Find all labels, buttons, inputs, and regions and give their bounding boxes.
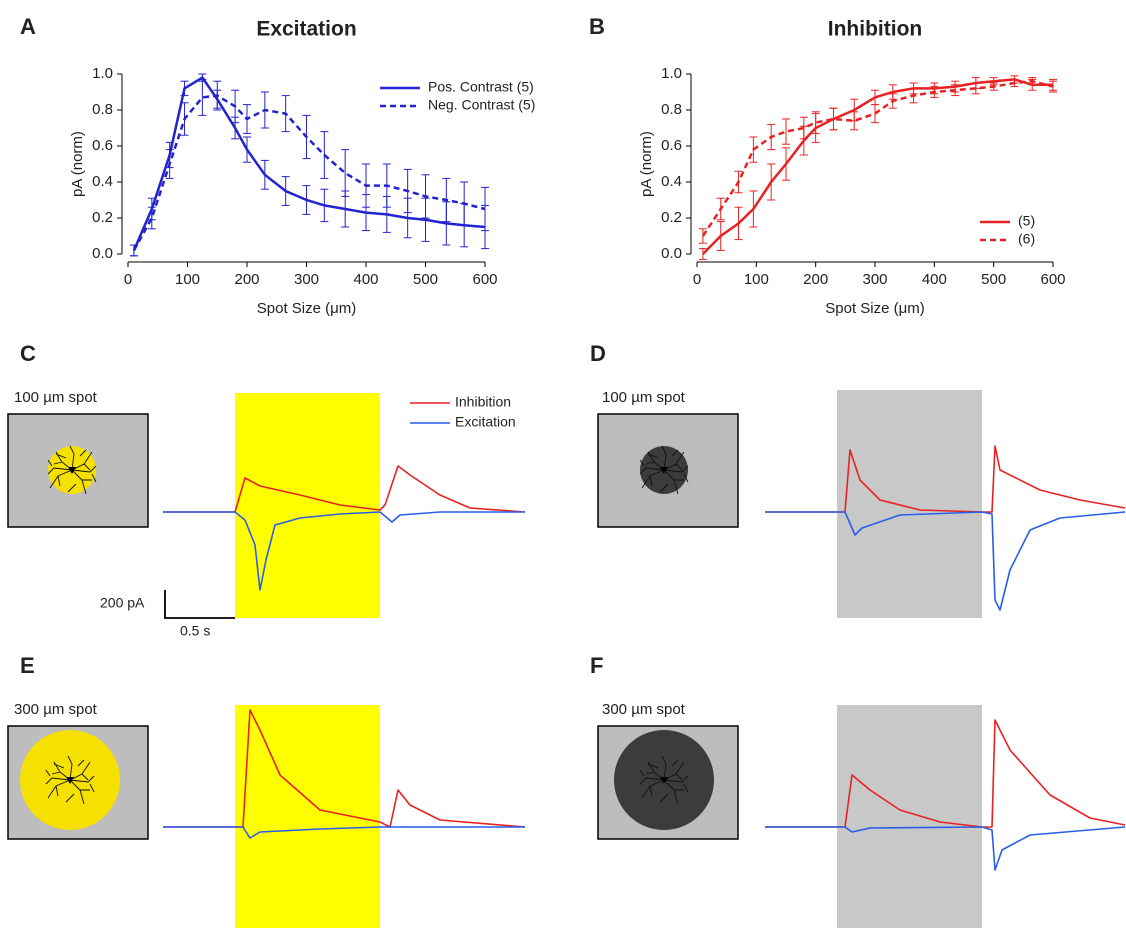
y-tick-label: 0.6 bbox=[661, 137, 682, 154]
x-tick-label: 0 bbox=[124, 271, 132, 288]
y-axis-label: pA (norm) bbox=[638, 131, 655, 197]
x-axis-label: Spot Size (μm) bbox=[257, 300, 357, 317]
y-axis-label: pA (norm) bbox=[69, 131, 86, 197]
x-tick-label: 400 bbox=[922, 271, 947, 288]
x-tick-label: 300 bbox=[862, 271, 887, 288]
y-tick-label: 0.6 bbox=[92, 137, 113, 154]
stimulus-period bbox=[235, 393, 380, 618]
legend-label: (6) bbox=[1018, 231, 1035, 247]
excitation-trace bbox=[765, 826, 1126, 871]
error-bar bbox=[147, 206, 156, 230]
y-tick-label: 0.4 bbox=[92, 173, 113, 190]
error-bar bbox=[198, 78, 207, 116]
x-tick-label: 400 bbox=[353, 271, 378, 288]
y-tick-label: 0.0 bbox=[92, 245, 113, 262]
scale-bar-label: 200 pA bbox=[100, 595, 145, 611]
x-tick-label: 500 bbox=[981, 271, 1006, 288]
panel-letter: E bbox=[20, 653, 35, 678]
stimulus-period bbox=[837, 390, 982, 618]
error-bar bbox=[799, 116, 808, 140]
error-bar bbox=[829, 107, 838, 131]
stimulus-label: 300 µm spot bbox=[602, 701, 686, 718]
stimulus-label: 100 µm spot bbox=[602, 389, 686, 406]
chart-title: Inhibition bbox=[828, 18, 922, 41]
error-bar bbox=[341, 149, 350, 197]
panel-letter: D bbox=[590, 341, 606, 366]
inhibition-trace bbox=[163, 709, 526, 828]
x-tick-label: 200 bbox=[803, 271, 828, 288]
series-line bbox=[132, 75, 486, 251]
x-tick-label: 0 bbox=[693, 271, 701, 288]
excitation-trace bbox=[163, 511, 525, 591]
scale-bar-label: 0.5 s bbox=[180, 623, 210, 639]
x-tick-label: 100 bbox=[744, 271, 769, 288]
stimulus-label: 100 µm spot bbox=[14, 389, 98, 406]
inhibition-trace bbox=[163, 465, 526, 513]
error-bar bbox=[971, 82, 980, 95]
legend-label: Excitation bbox=[455, 414, 516, 430]
x-tick-label: 600 bbox=[472, 271, 497, 288]
y-tick-label: 0.0 bbox=[661, 245, 682, 262]
series-line bbox=[701, 79, 1054, 237]
panel-letter: A bbox=[20, 14, 36, 39]
panel-letter: C bbox=[20, 341, 36, 366]
x-tick-label: 500 bbox=[413, 271, 438, 288]
y-tick-label: 0.2 bbox=[661, 209, 682, 226]
legend-label: Inhibition bbox=[455, 394, 511, 410]
series-line bbox=[702, 78, 1053, 255]
legend-label: Neg. Contrast (5) bbox=[428, 97, 535, 113]
x-tick-label: 200 bbox=[234, 271, 259, 288]
excitation-trace bbox=[765, 511, 1126, 611]
legend-label: Pos. Contrast (5) bbox=[428, 79, 534, 95]
y-tick-label: 0.4 bbox=[661, 173, 682, 190]
stimulus-period bbox=[235, 705, 380, 928]
stimulus-label: 300 µm spot bbox=[14, 701, 98, 718]
chart-title: Excitation bbox=[256, 18, 356, 41]
y-tick-label: 0.8 bbox=[92, 101, 113, 118]
panel-letter: B bbox=[589, 14, 605, 39]
stimulus-period bbox=[837, 705, 982, 928]
y-tick-label: 0.2 bbox=[92, 209, 113, 226]
series-line bbox=[132, 94, 486, 252]
error-bar bbox=[782, 118, 790, 145]
excitation-trace bbox=[163, 826, 525, 839]
panel-letter: F bbox=[590, 653, 603, 678]
legend-label: (5) bbox=[1018, 213, 1035, 229]
error-bar bbox=[850, 111, 859, 131]
x-tick-label: 600 bbox=[1040, 271, 1065, 288]
y-tick-label: 0.8 bbox=[661, 101, 682, 118]
scale-bar bbox=[164, 590, 235, 619]
x-axis-label: Spot Size (μm) bbox=[825, 300, 925, 317]
error-bar bbox=[811, 111, 820, 134]
x-tick-label: 300 bbox=[294, 271, 319, 288]
y-tick-label: 1.0 bbox=[661, 65, 682, 82]
y-tick-label: 1.0 bbox=[92, 65, 113, 82]
x-tick-label: 100 bbox=[175, 271, 200, 288]
